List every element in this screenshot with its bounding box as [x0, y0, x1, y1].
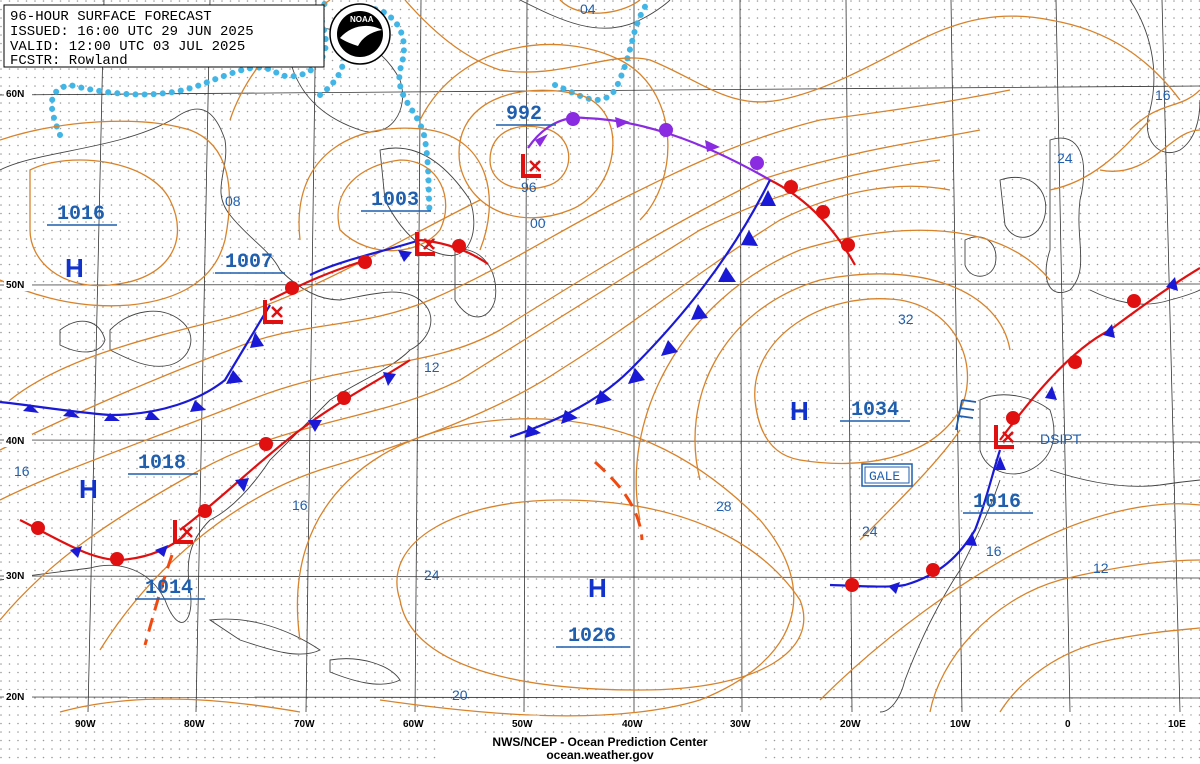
warm-front	[269, 260, 361, 301]
isobar-label: 24	[1057, 150, 1073, 166]
lon-label: 30W	[730, 719, 751, 730]
isobars	[0, 0, 1200, 717]
header-issued: ISSUED: 16:00 UTC 29 JUN 2025	[10, 24, 254, 40]
footer-website: ocean.weather.gov	[546, 748, 654, 762]
logo-text: NOAA	[350, 15, 374, 24]
isobar-label: 12	[424, 359, 440, 375]
low-pressure-value: 1016	[973, 491, 1021, 514]
low-pressure-value: 1014	[145, 577, 193, 600]
isobar-label: 16	[292, 497, 308, 513]
isobar-label: 16	[14, 463, 30, 479]
isobar-label: 32	[898, 311, 914, 327]
high-letter: H	[79, 474, 98, 504]
forecast-header: 96-HOUR SURFACE FORECAST ISSUED: 16:00 U…	[3, 4, 325, 69]
lon-label: 10E	[1168, 719, 1186, 730]
isobar-label: 20	[452, 687, 468, 703]
isobar-label: 16	[986, 543, 1002, 559]
lat-label: 40N	[6, 436, 24, 447]
isobar-label: 12	[1093, 560, 1109, 576]
high-pressure-value: 1034	[851, 399, 899, 422]
footer-center-name: NWS/NCEP - Ocean Prediction Center	[492, 735, 707, 749]
cold-front	[0, 304, 271, 417]
lon-label: 60W	[403, 719, 424, 730]
pressure-values: 1016 1018 1026 1034 992 1003 1007 1014 1…	[47, 103, 1033, 648]
occluded-front-symbols	[535, 112, 764, 170]
gale-warning-box: GALE	[861, 463, 913, 487]
lat-label: 50N	[6, 280, 24, 291]
high-pressure-value: 1018	[138, 452, 186, 475]
isobar-label: 00	[530, 215, 546, 231]
isobar-label: 24	[424, 567, 440, 583]
high-centers: H H H H	[65, 253, 809, 603]
high-letter: H	[65, 253, 84, 283]
isobar-label: 96	[521, 179, 537, 195]
gale-label: GALE	[869, 469, 900, 484]
dissipating-label: DSIPT	[1040, 431, 1082, 447]
isobar-labels: 04 08 96 00 12 16 16 24 32 28 24 20 24 1…	[14, 1, 1171, 703]
isobar-label: 08	[225, 193, 241, 209]
warm-front	[179, 359, 411, 531]
latitude-labels: 60N 50N 40N 30N 20N	[4, 87, 32, 703]
wind-barb-icon	[955, 399, 977, 431]
high-pressure-value: 1016	[57, 203, 105, 226]
header-forecaster: FCSTR: Rowland	[10, 53, 128, 69]
lon-label: 20W	[840, 719, 861, 730]
high-letter: H	[588, 573, 607, 603]
lon-label: 40W	[622, 719, 643, 730]
low-pressure-value: 1007	[225, 251, 273, 274]
lon-label: 70W	[294, 719, 315, 730]
cold-front	[509, 179, 771, 439]
low-pressure-value: 1003	[371, 189, 419, 212]
longitude-labels: 90W 80W 70W 60W 50W 40W 30W 20W 10W 0 10…	[71, 715, 1197, 731]
lon-label: 50W	[512, 719, 533, 730]
low-pressure-value: 992	[506, 103, 542, 126]
header-title: 96-HOUR SURFACE FORECAST	[10, 9, 212, 25]
isobar-label: 28	[716, 498, 732, 514]
lat-label: 30N	[6, 571, 24, 582]
coastlines	[0, 0, 1200, 713]
footer-background	[440, 734, 760, 762]
isobar-label: 04	[580, 1, 596, 17]
fronts	[0, 112, 1200, 594]
lon-label: 80W	[184, 719, 205, 730]
occluded-front	[527, 116, 771, 181]
lon-label: 90W	[75, 719, 96, 730]
isobar-label: 16	[1155, 87, 1171, 103]
lat-label: 60N	[6, 89, 24, 100]
lon-label: 0	[1065, 719, 1071, 730]
noaa-logo: NOAA	[329, 3, 391, 65]
lat-label: 20N	[6, 692, 24, 703]
cold-front	[829, 449, 1002, 588]
high-pressure-value: 1026	[568, 625, 616, 648]
lon-label: 10W	[950, 719, 971, 730]
isobar-label: 24	[862, 523, 878, 539]
header-valid: VALID: 12:00 UTC 03 JUL 2025	[10, 39, 245, 55]
high-letter: H	[790, 396, 809, 426]
trough-lines	[143, 460, 644, 646]
